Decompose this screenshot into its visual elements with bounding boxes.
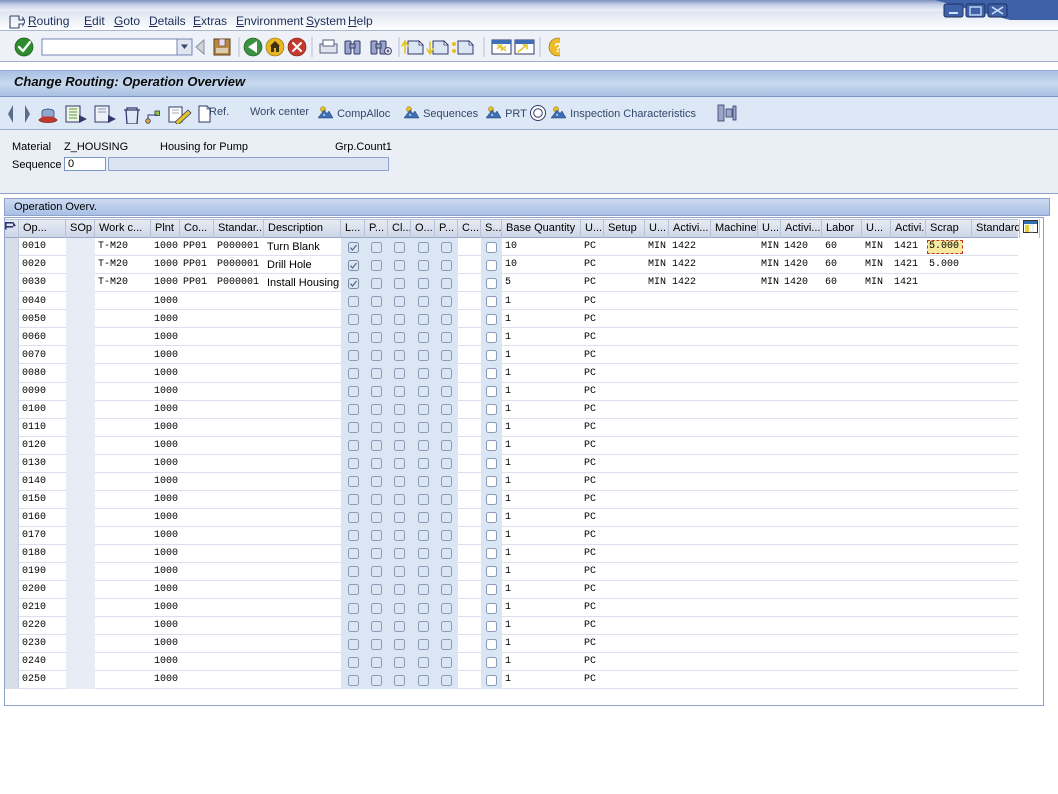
- svg-text:?: ?: [554, 40, 560, 55]
